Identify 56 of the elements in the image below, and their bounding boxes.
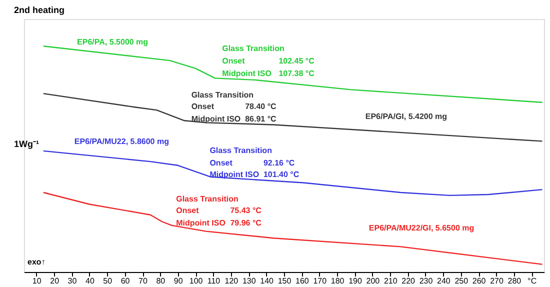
annotation: 86.91 °C xyxy=(245,114,277,124)
x-tick-label: 140 xyxy=(260,276,274,286)
annotation: Onset xyxy=(210,158,233,168)
x-tick-label: 30 xyxy=(68,276,78,286)
annotation: 102.45 °C xyxy=(278,56,315,66)
x-tick-label: 100 xyxy=(189,276,204,286)
x-tick-label: 120 xyxy=(224,276,239,286)
x-tick-label: 10 xyxy=(32,276,42,286)
annotation: Onset xyxy=(191,102,214,112)
x-tick-label: 190 xyxy=(348,276,362,286)
x-tick-label: 220 xyxy=(402,276,416,286)
x-tick-label: 90 xyxy=(174,276,184,286)
annotation: 107.38 °C xyxy=(278,69,315,78)
series-label: EP6/PA, 5.5000 mg xyxy=(77,37,148,46)
x-tick-label: 240 xyxy=(437,276,451,286)
annotation: 79.96 °C xyxy=(230,218,262,228)
annotation: 78.40 °C xyxy=(245,102,277,112)
x-tick-label: 170 xyxy=(313,276,328,286)
annotation: Glass Transition xyxy=(210,146,272,155)
x-tick-label: 150 xyxy=(278,276,292,286)
series-label: EP6/PA/GI, 5.4200 mg xyxy=(365,112,448,121)
x-tick-label: 20 xyxy=(50,276,60,286)
chart-title: 2nd heating xyxy=(14,5,65,15)
annotation: Glass Transition xyxy=(222,44,284,54)
annotation: Midpoint ISO xyxy=(210,170,260,180)
annotation: 75.43 °C xyxy=(230,206,262,216)
x-tick-label: 260 xyxy=(472,276,486,286)
y-axis-title: 1Wg⁻¹ xyxy=(14,139,39,149)
x-tick-label: 40 xyxy=(85,276,95,286)
series-label: EP6/PA/MU22/GI, 5.6500 mg xyxy=(368,223,474,232)
x-tick-label: 200 xyxy=(366,276,380,286)
annotation: Midpoint ISO xyxy=(176,218,226,228)
annotation: Midpoint ISO xyxy=(191,114,241,124)
x-tick-label: 60 xyxy=(120,276,130,286)
annotation: Glass Transition xyxy=(191,90,254,100)
x-tick-label: 250 xyxy=(454,276,469,286)
x-tick-label: 80 xyxy=(156,276,166,286)
annotation: 92.16 °C xyxy=(263,158,295,168)
x-tick-label: 280 xyxy=(508,276,522,286)
annotation: Onset xyxy=(222,56,246,66)
x-tick-label: 210 xyxy=(384,276,398,286)
x-tick-label: 130 xyxy=(242,276,256,286)
x-tick-label: 50 xyxy=(103,276,113,286)
series-label: EP6/PA/MU22, 5.8600 mg xyxy=(74,137,170,146)
annotation: Midpoint ISO xyxy=(222,69,272,78)
x-tick-label: 230 xyxy=(419,276,434,286)
x-tick-label: 70 xyxy=(138,276,148,286)
x-tick-label: 160 xyxy=(296,276,310,286)
x-tick-label: 270 xyxy=(490,276,504,286)
x-tick-label: 110 xyxy=(207,276,221,286)
annotation: Onset xyxy=(176,206,200,216)
annotation: 101.40 °C xyxy=(263,170,300,180)
annotation: exo↑ xyxy=(28,257,46,266)
x-tick-label: °C xyxy=(528,276,537,286)
x-tick-label: 180 xyxy=(330,276,345,286)
annotation: Glass Transition xyxy=(176,194,238,204)
